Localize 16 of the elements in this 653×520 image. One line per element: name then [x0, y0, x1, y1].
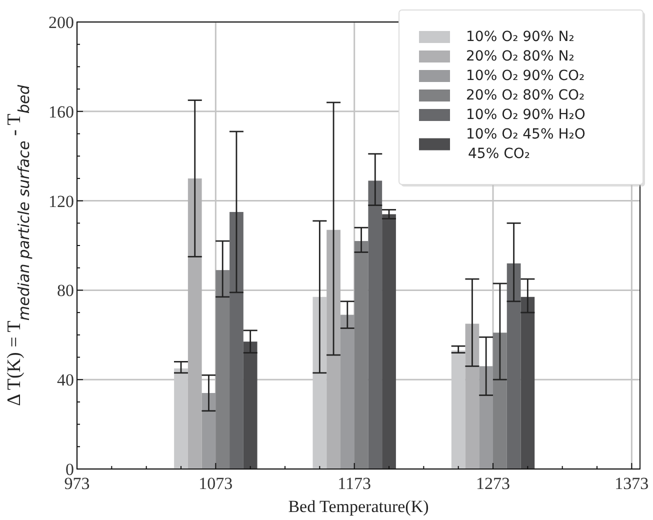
- legend-label: 10% O₂ 90% H₂O: [466, 106, 586, 123]
- x-tick-label: 1273: [476, 474, 510, 493]
- legend-label: 20% O₂ 80% N₂: [466, 48, 574, 64]
- legend-label: 10% O₂ 90% N₂: [466, 28, 574, 45]
- legend-label: 10% O₂ 45% H₂O 45% CO₂: [466, 126, 586, 162]
- y-tick-label: 40: [57, 370, 74, 390]
- y-tick-label: 80: [57, 281, 74, 300]
- x-axis-title: Bed Temperature(K): [288, 497, 429, 516]
- legend-label: 20% O₂ 80% CO₂: [466, 87, 585, 104]
- y-tick-label: 120: [48, 192, 74, 211]
- y-tick-label: 160: [48, 102, 74, 122]
- y-tick-label: 200: [48, 12, 74, 32]
- x-tick-label: 1173: [338, 474, 372, 493]
- x-tick-label: 1073: [198, 474, 233, 493]
- legend-label: 10% O₂ 90% CO₂: [466, 68, 585, 84]
- x-tick-label: 1373: [614, 474, 649, 493]
